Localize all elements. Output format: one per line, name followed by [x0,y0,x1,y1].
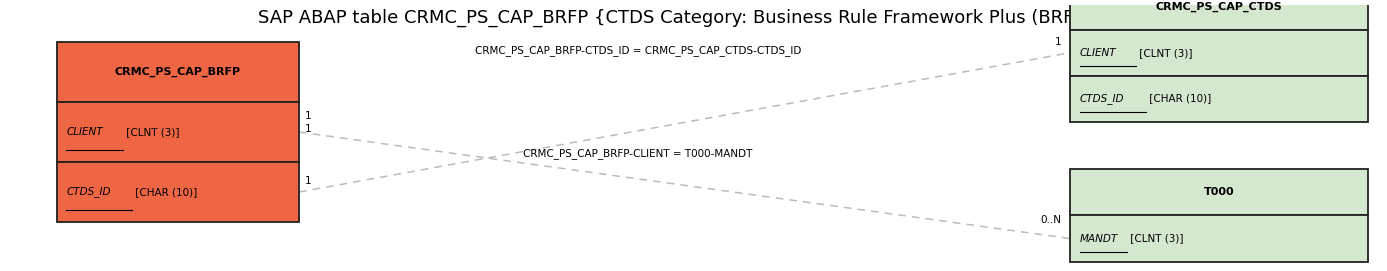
Text: [CHAR (10)]: [CHAR (10)] [1146,93,1211,104]
Text: 1: 1 [1056,37,1061,47]
Text: MANDT: MANDT [1079,234,1118,244]
Text: CLIENT: CLIENT [1079,48,1117,58]
Bar [57,102,300,162]
Text: [CLNT (3)]: [CLNT (3)] [1136,48,1193,58]
Text: CRMC_PS_CAP_CTDS: CRMC_PS_CAP_CTDS [1155,2,1282,12]
Text: 1: 1 [305,176,311,186]
Text: CTDS_ID: CTDS_ID [1079,93,1125,104]
Text: CRMC_PS_CAP_BRFP-CLIENT = T000-MANDT: CRMC_PS_CAP_BRFP-CLIENT = T000-MANDT [523,148,753,159]
Text: 1: 1 [305,124,311,134]
Text: [CLNT (3)]: [CLNT (3)] [123,127,179,137]
Text: T000: T000 [1204,187,1234,197]
Bar [1069,0,1368,30]
Text: 0..N: 0..N [1040,215,1061,225]
Text: CLIENT: CLIENT [67,127,103,137]
Bar [1069,76,1368,121]
Text: CRMC_PS_CAP_BRFP-CTDS_ID = CRMC_PS_CAP_CTDS-CTDS_ID: CRMC_PS_CAP_BRFP-CTDS_ID = CRMC_PS_CAP_C… [474,45,802,56]
Text: CTDS_ID: CTDS_ID [67,186,111,198]
Text: SAP ABAP table CRMC_PS_CAP_BRFP {CTDS Category: Business Rule Framework Plus (BR: SAP ABAP table CRMC_PS_CAP_BRFP {CTDS Ca… [258,9,1129,27]
Bar [57,42,300,102]
Bar [57,162,300,222]
Text: [CHAR (10)]: [CHAR (10)] [132,187,197,197]
Text: [CLNT (3)]: [CLNT (3)] [1126,234,1183,244]
Text: CRMC_PS_CAP_BRFP: CRMC_PS_CAP_BRFP [115,67,241,77]
Bar [1069,215,1368,262]
Bar [1069,169,1368,215]
Text: 1: 1 [305,111,311,121]
Bar [1069,30,1368,76]
